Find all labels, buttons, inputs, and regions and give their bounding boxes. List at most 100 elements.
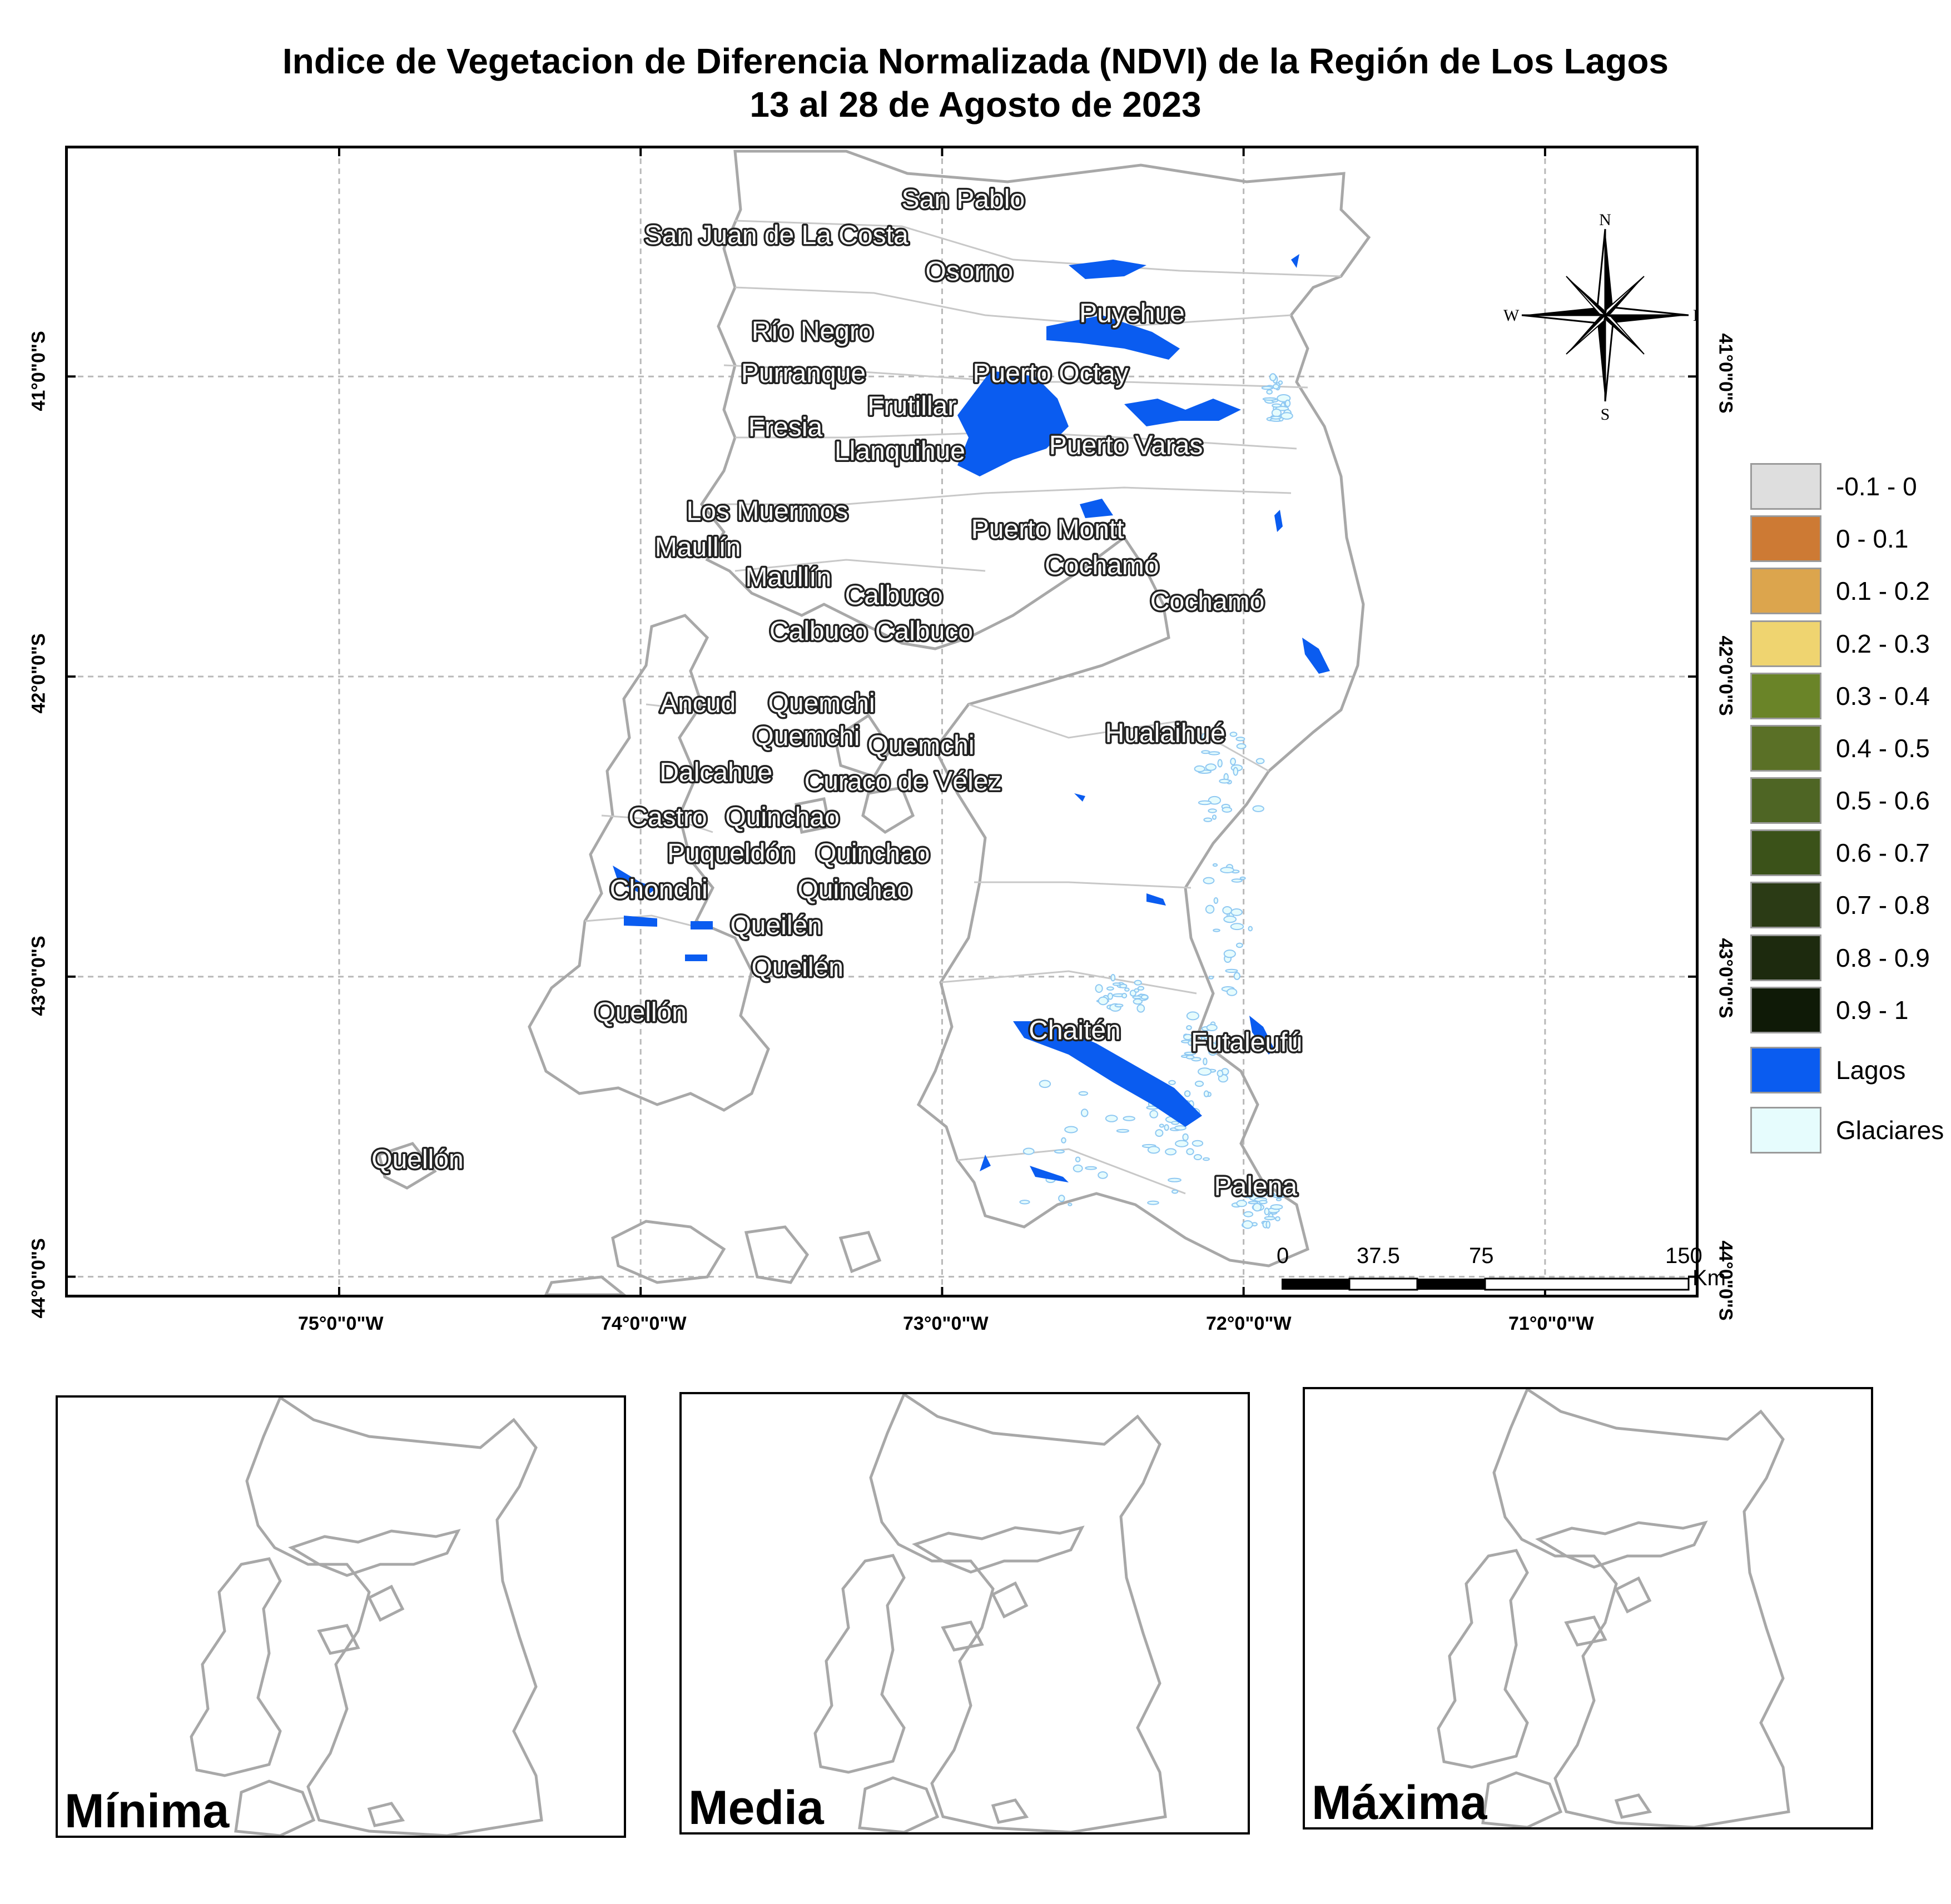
- glacier-patch: [1280, 412, 1293, 420]
- glacier-patch: [1284, 399, 1291, 407]
- glacier-patch: [1054, 1149, 1065, 1154]
- glacier-patch: [1213, 928, 1220, 932]
- glacier-patch: [1039, 1080, 1051, 1088]
- glacier-patch: [1184, 1090, 1191, 1097]
- glacier-patch: [1114, 1003, 1124, 1008]
- glacier-patch: [1230, 758, 1237, 765]
- legend-item: 0.1 - 0.2: [1750, 567, 1930, 615]
- glacier-patch: [1175, 1140, 1189, 1147]
- glacier-patch: [1192, 1140, 1204, 1147]
- glacier-patch: [1230, 908, 1243, 916]
- glacier-patch: [1266, 1192, 1275, 1197]
- glacier-patch: [1236, 1200, 1247, 1207]
- legend-swatch: [1750, 620, 1821, 667]
- inset-minima: Mínima: [56, 1395, 626, 1838]
- glacier-patch: [1236, 942, 1243, 948]
- place-label: Dalcahue: [659, 758, 772, 787]
- place-label: Curaco de Vélez: [805, 767, 1002, 797]
- glacier-patch: [1239, 876, 1246, 880]
- lat-label-44-left: 44°0"0"S: [28, 1238, 49, 1319]
- glacier-patch: [1171, 1121, 1179, 1125]
- inset-media-label: Media: [688, 1781, 824, 1835]
- legend-label: 0.9 - 1: [1836, 996, 1909, 1025]
- scale-label-1: 37.5: [1357, 1244, 1400, 1268]
- glacier-patch: [1193, 1154, 1203, 1160]
- glacier-patch: [1134, 988, 1139, 993]
- inset-mainland-outline: [1492, 1387, 1790, 1829]
- glacier-patch: [1200, 1036, 1205, 1042]
- scale-label-3: 150: [1665, 1244, 1702, 1268]
- main-map-frame: San Pablo San Juan de La Costa Osorno Puyeh…: [65, 146, 1726, 1297]
- graticule: [68, 148, 1696, 1295]
- legend-swatch: [1750, 463, 1821, 510]
- glacier-patch: [1124, 987, 1130, 992]
- glacier-patch: [1215, 1039, 1220, 1046]
- glacier-patch: [1147, 1200, 1159, 1205]
- glacier-patch: [1223, 949, 1236, 958]
- legend-swatch: [1750, 987, 1821, 1033]
- glacier-patch: [1220, 867, 1234, 873]
- glacier-patch: [1194, 765, 1205, 773]
- glacier-patch: [1205, 904, 1215, 914]
- lake-puyehue: [1046, 315, 1180, 360]
- lon-label-73: 73°0"0"W: [903, 1313, 989, 1334]
- place-label: San Juan de La Costa: [644, 221, 909, 250]
- region-outline: [378, 150, 1371, 1295]
- glacier-patch: [1213, 897, 1219, 904]
- place-label: Quemchi: [867, 731, 974, 760]
- place-label: Cochamó: [1045, 551, 1159, 580]
- glacier-patch: [1261, 386, 1273, 390]
- inset-minima-map: [190, 1395, 543, 1837]
- scale-label-0: 0: [1277, 1244, 1289, 1268]
- glacier-patch: [1205, 763, 1217, 771]
- lake-futaleufu: [1249, 1016, 1274, 1055]
- place-label: Quinchao: [816, 839, 930, 868]
- place-label: Maullín: [746, 563, 832, 592]
- glacier-patch: [1075, 1156, 1081, 1162]
- lon-label-72: 72°0"0"W: [1206, 1313, 1292, 1334]
- inset-reloncavi-outline: [912, 1525, 1085, 1652]
- main-map: San Pablo San Juan de La Costa Osorno Puyeh…: [68, 148, 1696, 1295]
- lake-yelcho: [1013, 1021, 1202, 1127]
- inset-mainland-outline: [245, 1395, 543, 1837]
- legend-item: 0.4 - 0.5: [1750, 724, 1930, 772]
- place-label: Queilén: [730, 911, 822, 941]
- glacier-patch: [1133, 998, 1143, 1005]
- glacier-patch: [1107, 992, 1114, 1000]
- glacier-patch: [1222, 807, 1233, 813]
- inset-islands-outline: [858, 1776, 1029, 1834]
- scale-label-2: 75: [1469, 1244, 1494, 1268]
- place-label: Maullín: [655, 533, 741, 562]
- inset-media: Media: [679, 1392, 1250, 1835]
- place-label: Río Negro: [752, 317, 873, 346]
- glacier-patch: [1105, 1115, 1118, 1122]
- glacier-patch: [1121, 993, 1128, 998]
- north-arrow: N S E W: [1503, 211, 1696, 424]
- place-label: Quemchi: [753, 722, 860, 752]
- glacier-patch: [1095, 984, 1103, 993]
- glacier-patch: [1225, 968, 1238, 973]
- inset-chiloe-outline: [190, 1557, 282, 1777]
- glacier-patch: [1271, 408, 1282, 417]
- glacier-patch: [1182, 1133, 1189, 1141]
- legend-item: 0.9 - 1: [1750, 986, 1908, 1034]
- place-labels: San Pablo San Juan de La Costa Osorno Puyeh…: [370, 183, 1304, 1204]
- legend-label: 0.3 - 0.4: [1836, 682, 1930, 710]
- legend-swatch: [1750, 1047, 1821, 1093]
- glacier-patch: [1186, 1025, 1192, 1031]
- glacier-patch: [1140, 994, 1149, 1000]
- legend-label: 0.4 - 0.5: [1836, 734, 1930, 763]
- legend-label: 0.5 - 0.6: [1836, 786, 1930, 815]
- lon-label-74: 74°0"0"W: [601, 1313, 687, 1334]
- place-label: Quinchao: [797, 875, 911, 904]
- lat-label-43-right: 43°0"0"S: [1715, 938, 1736, 1018]
- lon-label-71: 71°0"0"W: [1508, 1313, 1594, 1334]
- lake-chiloe-2: [624, 916, 713, 961]
- glacier-patch: [1208, 751, 1220, 755]
- glacier-patch: [1223, 916, 1237, 923]
- legend-swatch: [1750, 515, 1821, 562]
- legend-item: 0.8 - 0.9: [1750, 934, 1930, 982]
- glacier-patch: [1230, 923, 1244, 931]
- place-label: Cochamó: [1150, 587, 1264, 617]
- glacier-patch: [1231, 878, 1243, 883]
